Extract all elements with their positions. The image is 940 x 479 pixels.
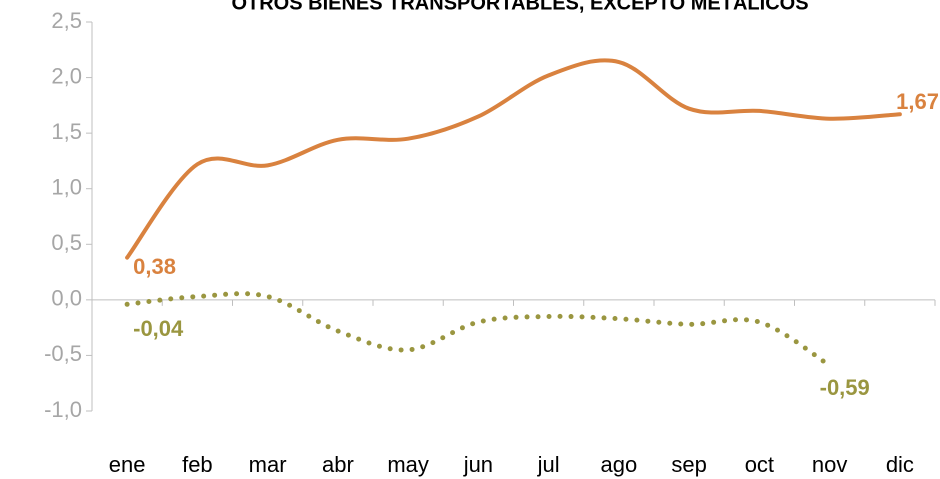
x-tick-label: dic [886,452,914,477]
x-tick-label: sep [671,452,706,477]
data-label: -0,04 [133,316,184,341]
chart-title: OTROS BIENES TRANSPORTABLES, EXCEPTO MET… [231,0,808,14]
y-tick-label: 2,0 [51,63,82,88]
y-tick-label: 1,5 [51,119,82,144]
x-tick-label: nov [812,452,847,477]
x-tick-label: jul [537,452,560,477]
x-tick-label: oct [745,452,774,477]
y-tick-label: 0,5 [51,230,82,255]
series-line [124,291,833,368]
data-label: -0,59 [820,375,870,400]
x-tick-label: may [387,452,429,477]
x-tick-label: jun [463,452,493,477]
y-tick-label: 2,5 [51,8,82,33]
x-tick-label: feb [182,452,213,477]
y-tick-label: -0,5 [44,341,82,366]
x-tick-label: abr [322,452,354,477]
x-tick-label: mar [249,452,287,477]
y-tick-label: 0,0 [51,286,82,311]
data-label: 0,38 [133,254,176,279]
series-line [125,58,902,260]
x-tick-label: ene [109,452,146,477]
x-tick-label: ago [601,452,638,477]
data-label: 1,67 [896,89,939,114]
y-tick-label: -1,0 [44,397,82,422]
y-tick-label: 1,0 [51,175,82,200]
